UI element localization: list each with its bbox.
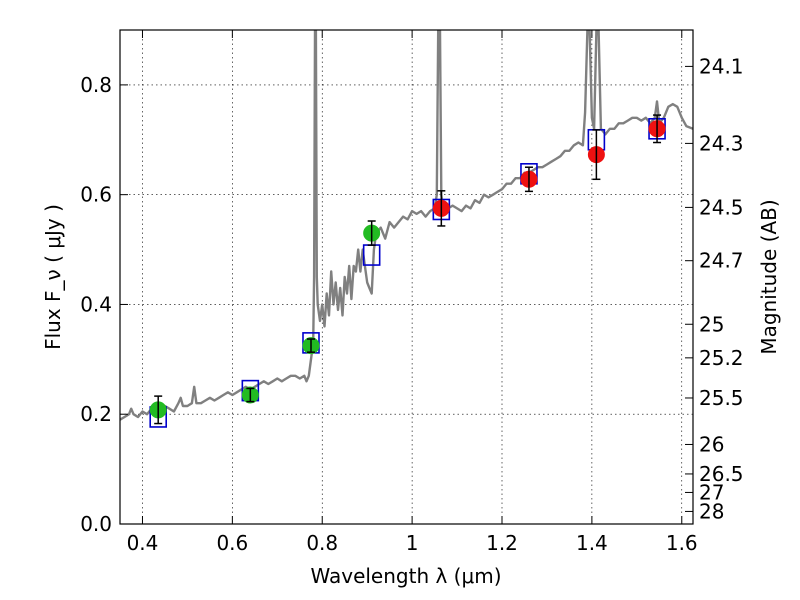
right-axis-label: Magnitude (AB) <box>757 199 781 354</box>
y-axis-ticks: 0.0 0.2 0.4 0.6 0.8 <box>80 73 128 536</box>
x-tick-label: 1 <box>406 531 419 555</box>
right-tick-label: 27 <box>699 480 724 504</box>
y-tick-label: 0.8 <box>80 73 112 97</box>
right-tick-label: 28 <box>699 499 724 523</box>
y-axis-label: Flux F_ν ( μJy ) <box>41 204 65 350</box>
y-tick-label: 0.6 <box>80 183 112 207</box>
right-tick-label: 26 <box>699 432 724 456</box>
x-axis-ticks: 0.4 0.6 0.8 1 1.2 1.4 1.6 <box>127 30 698 555</box>
right-tick-label: 25 <box>699 312 724 336</box>
right-tick-label: 24.3 <box>699 131 744 155</box>
model-spectrum-line <box>120 30 693 421</box>
plot-frame <box>119 29 694 525</box>
right-tick-label: 24.5 <box>699 195 744 219</box>
spectrum-layer <box>120 30 693 421</box>
x-tick-label: 1.2 <box>486 531 518 555</box>
x-tick-label: 1.6 <box>666 531 698 555</box>
model-photometry-square <box>362 244 381 266</box>
right-tick-label: 26.5 <box>699 462 744 486</box>
y-tick-label: 0.2 <box>80 402 112 426</box>
grid-lines <box>120 30 693 524</box>
x-axis-label: Wavelength λ (μm) <box>310 564 501 588</box>
x-tick-label: 0.8 <box>306 531 338 555</box>
y-tick-label: 0.0 <box>80 512 112 536</box>
x-tick-label: 0.4 <box>127 531 159 555</box>
x-tick-label: 0.6 <box>216 531 248 555</box>
y-tick-label: 0.4 <box>80 292 112 316</box>
right-tick-label: 24.1 <box>699 54 744 78</box>
x-tick-label: 1.4 <box>576 531 608 555</box>
right-tick-label: 25.5 <box>699 386 744 410</box>
right-tick-label: 25.2 <box>699 346 744 370</box>
right-tick-label: 24.7 <box>699 249 744 273</box>
markers-layer <box>149 114 666 428</box>
